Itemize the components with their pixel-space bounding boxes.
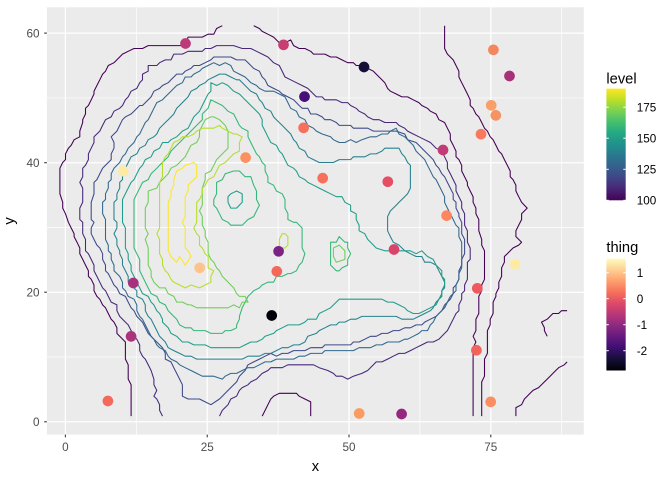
svg-text:40: 40 [26,157,40,170]
svg-text:0: 0 [637,293,644,306]
svg-text:y: y [2,217,18,225]
svg-text:25: 25 [201,441,215,454]
svg-text:level: level [606,72,636,88]
svg-text:1: 1 [637,267,644,280]
svg-text:thing: thing [606,240,638,256]
svg-text:-2: -2 [637,345,647,358]
svg-text:-1: -1 [637,319,647,332]
svg-text:50: 50 [342,441,356,454]
svg-text:x: x [312,459,320,475]
svg-text:20: 20 [26,286,40,299]
svg-text:75: 75 [484,441,498,454]
svg-text:150: 150 [637,132,657,145]
svg-text:0: 0 [62,441,69,454]
svg-text:175: 175 [637,101,657,114]
svg-text:0: 0 [33,416,40,429]
svg-text:60: 60 [26,27,40,40]
svg-text:100: 100 [637,195,657,208]
svg-text:125: 125 [637,164,657,177]
